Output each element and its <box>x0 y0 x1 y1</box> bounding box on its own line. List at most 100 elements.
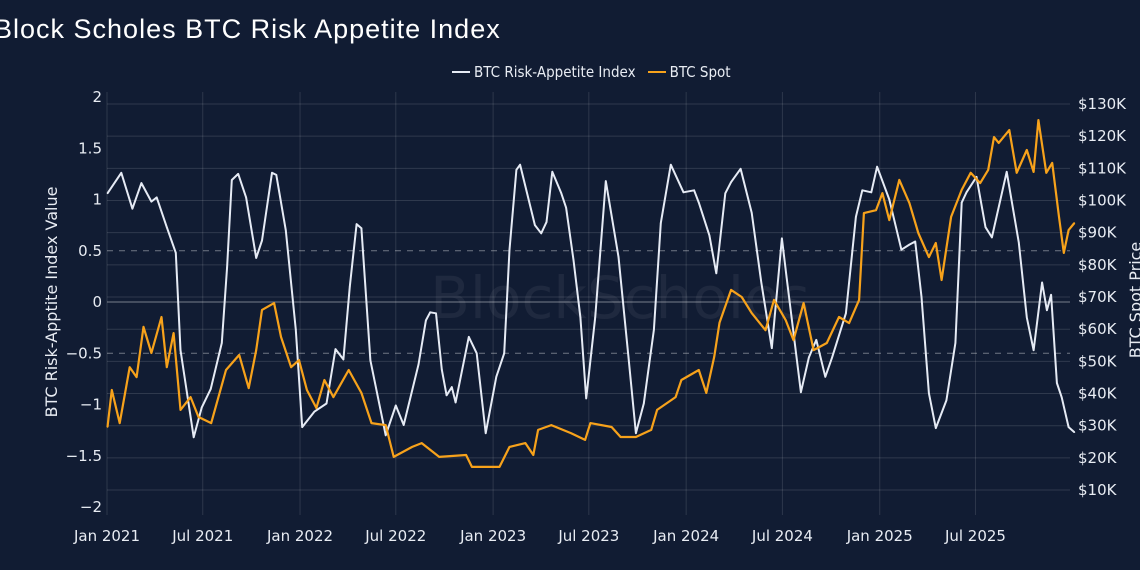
btc-spot-point <box>584 439 586 441</box>
y-right-tick-label: $60K <box>1078 320 1118 338</box>
series-lines <box>106 118 1076 468</box>
btc-spot-point <box>997 142 1000 144</box>
btc-spot-point <box>347 369 350 371</box>
risk-index-point <box>565 206 567 209</box>
risk-index-point <box>495 376 498 378</box>
btc-spot-point <box>969 172 972 174</box>
risk-index-point <box>960 201 963 204</box>
btc-spot-point <box>935 242 937 244</box>
risk-index-point <box>360 227 363 229</box>
btc-spot-point <box>1008 129 1011 131</box>
risk-index-point <box>900 248 903 251</box>
legend-label: BTC Spot <box>669 63 731 81</box>
risk-index-point <box>945 399 948 402</box>
btc-spot-point <box>802 302 805 304</box>
btc-spot-point <box>940 279 943 281</box>
risk-index-point <box>402 424 405 426</box>
y-axis-left-title: BTC Risk-Apptite Index Value <box>42 187 61 418</box>
x-tick-label: Jan 2024 <box>652 527 719 545</box>
risk-index-point <box>730 181 732 183</box>
btc-spot-point <box>705 392 708 394</box>
risk-index-point <box>870 191 873 194</box>
legend-item-risk-index[interactable]: BTC Risk-Appetite Index <box>452 63 636 81</box>
btc-spot-point <box>619 436 622 438</box>
btc-spot-point <box>680 379 683 381</box>
legend-label: BTC Risk-Appetite Index <box>474 63 636 81</box>
risk-index-point <box>617 256 620 258</box>
risk-index-point <box>209 388 212 390</box>
axis-ticks: $130K $120K $110K $100K $90K $80K $70K $60K $50K… <box>66 88 1128 545</box>
btc-spot-point <box>280 336 282 338</box>
risk-index-point <box>355 223 358 225</box>
risk-index-point <box>295 328 297 331</box>
btc-spot-point <box>784 319 787 321</box>
risk-index-point <box>200 406 203 409</box>
btc-spot-point <box>1032 171 1035 173</box>
risk-index-point <box>1067 426 1070 428</box>
btc-spot-point <box>323 379 326 381</box>
risk-index-point <box>301 426 303 428</box>
btc-spot-point <box>979 182 982 184</box>
btc-spot-point <box>718 321 721 324</box>
risk-index-point <box>342 358 345 361</box>
risk-index-point <box>715 272 718 275</box>
btc-spot-point <box>172 332 175 334</box>
btc-spot-line <box>106 118 1076 468</box>
y-right-tick-label: $20K <box>1078 449 1118 467</box>
btc-spot-point <box>888 219 891 221</box>
y-right-tick-label: $110K <box>1078 159 1127 177</box>
risk-index-point <box>908 243 911 246</box>
btc-spot-point <box>255 349 257 351</box>
x-tick-label: Jul 2025 <box>944 527 1006 545</box>
x-tick-label: Jan 2021 <box>73 527 140 545</box>
btc-spot-point <box>1015 172 1018 174</box>
risk-index-point <box>1073 431 1076 433</box>
btc-spot-point <box>917 232 920 234</box>
risk-index-point <box>760 281 763 284</box>
risk-index-point <box>724 192 727 195</box>
btc-spot-point <box>713 356 715 358</box>
btc-spot-point <box>1067 229 1070 231</box>
risk-index-point <box>484 432 487 435</box>
btc-spot-point <box>589 422 592 424</box>
risk-index-point <box>1046 309 1048 312</box>
legend-item-btc-spot[interactable]: BTC Spot <box>647 63 731 81</box>
risk-index-point <box>861 189 864 192</box>
btc-spot-point <box>812 349 815 351</box>
risk-index-point <box>682 191 685 194</box>
risk-index-point <box>271 172 273 174</box>
btc-spot-point <box>881 192 884 194</box>
btc-spot-point <box>960 189 963 191</box>
btc-spot-point <box>656 409 658 411</box>
risk-index-point <box>508 248 511 251</box>
risk-index-point <box>876 165 878 168</box>
btc-spot-point <box>332 396 335 398</box>
risk-index-point <box>785 276 788 279</box>
risk-index-point <box>781 237 783 240</box>
legend-swatch-risk-index <box>452 71 470 73</box>
risk-index-point <box>534 224 536 226</box>
risk-index-point <box>545 221 548 223</box>
btc-spot-point <box>197 416 200 418</box>
risk-index-point <box>1056 382 1058 384</box>
risk-index-point <box>220 342 223 344</box>
risk-index-point <box>579 316 582 319</box>
btc-spot-point <box>411 446 413 448</box>
btc-spot-point <box>135 376 138 378</box>
risk-index-point <box>369 359 372 362</box>
risk-index-point <box>348 285 351 288</box>
chart-title: Block Scholes BTC Risk Appetite Index <box>0 14 501 44</box>
risk-index-point <box>1060 396 1063 399</box>
btc-spot-point <box>635 436 637 438</box>
risk-index-point <box>429 311 431 314</box>
btc-spot-point <box>1051 162 1053 164</box>
btc-spot-point <box>1058 216 1060 218</box>
btc-spot-point <box>165 366 168 368</box>
risk-index-point <box>179 349 182 351</box>
risk-index-point <box>313 410 316 413</box>
btc-spot-point <box>532 454 535 456</box>
btc-spot-point <box>106 426 109 428</box>
risk-index-point <box>261 239 263 242</box>
risk-index-point <box>585 397 587 400</box>
